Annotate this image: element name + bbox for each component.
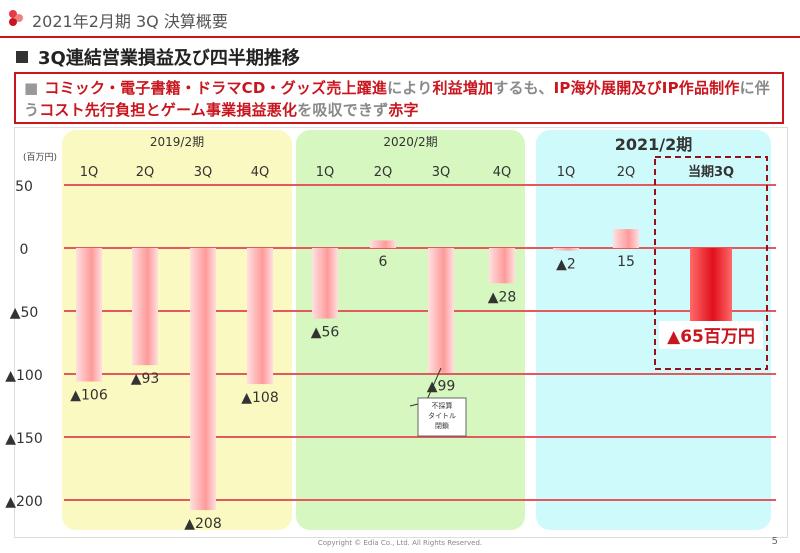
copyright-footer: Copyright © Edia Co., Ltd. All Rights Re… xyxy=(317,539,483,547)
category-label: 2Q xyxy=(136,165,155,180)
chart-frame xyxy=(14,127,788,538)
bar xyxy=(190,248,216,511)
header-title: 2021年2月期 3Q 決算概要 xyxy=(32,12,228,31)
category-label: 2Q xyxy=(374,165,393,180)
value-label: ▲108 xyxy=(241,390,279,406)
y-tick-label: ▲100 xyxy=(5,368,43,384)
section-title-text: 3Q連結営業損益及び四半期推移 xyxy=(38,48,300,69)
bar xyxy=(132,248,158,366)
logo-icon xyxy=(9,10,23,26)
highlight-text-3: するも、 xyxy=(493,79,554,97)
bar xyxy=(247,248,273,385)
y-tick-label: ▲150 xyxy=(5,431,43,447)
highlight-bullet: ■ xyxy=(24,79,39,97)
period-label-1: 2019/2期 xyxy=(150,135,204,149)
annotation-text: タイトル xyxy=(428,411,456,420)
period-label-2: 2020/2期 xyxy=(383,135,437,149)
bar xyxy=(553,248,579,251)
annotation-text: 不採算 xyxy=(432,401,453,410)
category-label: 2Q xyxy=(617,165,636,180)
highlight-text-0: コミック・電子書籍・ドラマCD・グッズ売上躍進 xyxy=(44,79,388,97)
annotation-leader-line xyxy=(425,367,442,403)
value-label: ▲28 xyxy=(488,289,517,305)
current-value-label: ▲65百万円 xyxy=(667,327,755,347)
value-label: ▲99 xyxy=(427,379,456,395)
bar xyxy=(489,248,515,284)
bar xyxy=(370,240,396,248)
category-label: 1Q xyxy=(316,165,335,180)
value-label: 15 xyxy=(617,254,635,270)
value-label: 6 xyxy=(379,254,388,270)
y-tick-label: 50 xyxy=(15,179,33,195)
header-bar: 2021年2月期 3Q 決算概要 xyxy=(0,0,800,38)
page-number: 5 xyxy=(771,536,778,547)
period-label-3: 2021/2期 xyxy=(615,135,693,154)
bar xyxy=(613,229,639,248)
category-label: 4Q xyxy=(251,165,270,180)
highlight-text-1: により xyxy=(387,79,433,97)
y-tick-label: 0 xyxy=(20,242,29,258)
value-label: ▲106 xyxy=(70,388,108,404)
period-panel-2 xyxy=(296,130,525,530)
period-panel-1 xyxy=(62,130,292,530)
category-label: 1Q xyxy=(80,165,99,180)
annotation-text: 閉鎖 xyxy=(435,421,449,430)
highlight-text-7: を吸収できず xyxy=(297,101,389,119)
category-label: 3Q xyxy=(432,165,451,180)
highlight-text-8: 赤字 xyxy=(388,101,419,119)
highlight-text-5: に伴う xyxy=(24,79,770,119)
highlight-text-6: コスト先行負担とゲーム事業損益悪化 xyxy=(39,101,298,119)
bar xyxy=(690,248,732,330)
annotation-box xyxy=(417,397,467,437)
category-label: 3Q xyxy=(194,165,213,180)
current-value-label-bg xyxy=(659,321,763,349)
value-label: ▲56 xyxy=(311,325,340,341)
bar xyxy=(312,248,338,319)
period-panel-3 xyxy=(536,130,771,530)
value-label: ▲93 xyxy=(131,371,160,387)
y-tick-label: ▲50 xyxy=(10,305,39,321)
bar xyxy=(76,248,102,382)
bar xyxy=(428,248,454,373)
y-axis-unit-label: (百万円) xyxy=(23,152,57,163)
y-tick-label: ▲200 xyxy=(5,494,43,510)
value-label: ▲2 xyxy=(556,257,576,273)
category-label: 4Q xyxy=(493,165,512,180)
square-bullet-icon xyxy=(16,51,28,63)
highlight-text-2: 利益増加 xyxy=(432,79,494,97)
highlight-text-4: IP海外展開及びIP作品制作 xyxy=(553,79,740,97)
value-label: ▲208 xyxy=(184,516,222,532)
category-label: 当期3Q xyxy=(688,164,734,180)
highlight-box: ■ コミック・電子書籍・ドラマCD・グッズ売上躍進により利益増加するも、IP海外展… xyxy=(14,72,784,124)
section-title: 3Q連結営業損益及び四半期推移 xyxy=(16,44,300,70)
category-label: 1Q xyxy=(557,165,576,180)
current-quarter-box xyxy=(654,156,768,370)
